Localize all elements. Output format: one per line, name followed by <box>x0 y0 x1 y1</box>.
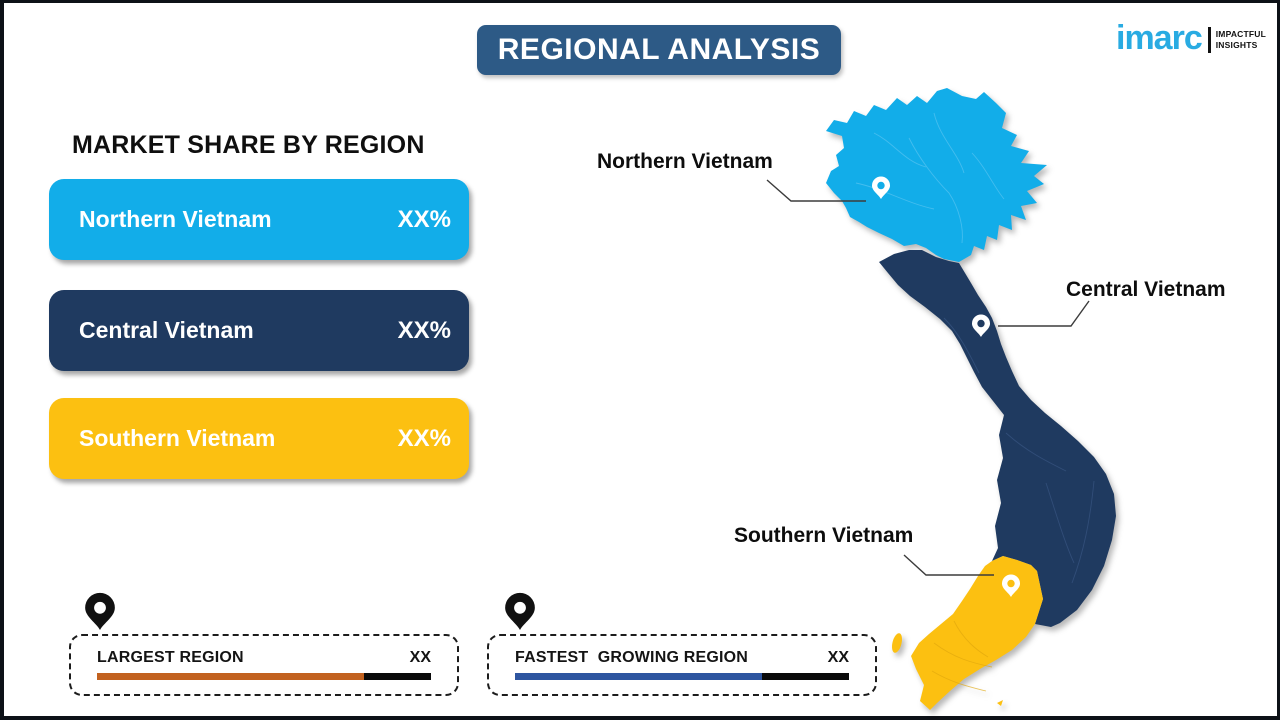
share-bar-label: Southern Vietnam <box>79 425 276 451</box>
legend-bar-fill <box>515 673 763 680</box>
legend-value: XX <box>827 649 849 666</box>
leader-line-south <box>903 554 994 576</box>
share-bar-value: XX% <box>397 205 451 233</box>
province-lines-south <box>931 620 993 692</box>
map-region-south <box>911 556 1043 710</box>
share-bar-value: XX% <box>397 316 451 344</box>
share-bar-central: Central Vietnam XX% <box>49 290 469 371</box>
map-pin-north <box>871 176 891 199</box>
province-lines-central <box>943 317 1095 584</box>
legend-bar-track <box>515 673 849 680</box>
map-label-central: Central Vietnam <box>1066 278 1226 301</box>
leader-line-central <box>998 300 1090 327</box>
legend-label: LARGEST REGION <box>97 649 244 666</box>
fastest-growing-region-box: FASTEST GROWING REGION XX <box>487 634 877 696</box>
logo-tagline-line2: INSIGHTS <box>1215 40 1258 50</box>
legend-bar-track <box>97 673 431 680</box>
legend-row: FASTEST GROWING REGION XX <box>515 649 849 667</box>
share-bar-label: Northern Vietnam <box>79 206 272 232</box>
market-share-heading: MARKET SHARE BY REGION <box>72 131 425 159</box>
fastest-growing-pin-icon <box>505 592 535 630</box>
map-island <box>892 633 902 653</box>
map-pin-south <box>1001 574 1021 597</box>
logo-divider <box>1207 27 1211 53</box>
map-label-south: Southern Vietnam <box>734 524 914 547</box>
logo-tagline-line1: IMPACTFUL <box>1215 29 1267 40</box>
legend-label: FASTEST GROWING REGION <box>515 649 749 666</box>
share-bar-northern: Northern Vietnam XX% <box>49 179 469 260</box>
map-islet <box>997 700 1003 706</box>
leader-line-north <box>766 179 866 202</box>
legend-bar-fill <box>97 673 365 680</box>
legend-value: XX <box>409 649 431 666</box>
share-bar-label: Central Vietnam <box>79 317 254 343</box>
largest-region-pin-icon <box>85 592 115 630</box>
page-title: REGIONAL ANALYSIS <box>477 25 841 75</box>
map-pin-central <box>971 314 991 337</box>
map-region-north <box>826 88 1047 262</box>
largest-region-box: LARGEST REGION XX <box>69 634 459 696</box>
province-lines-north <box>855 112 1005 244</box>
legend-row: LARGEST REGION XX <box>97 649 431 667</box>
map-region-central <box>879 250 1116 627</box>
map-label-north: Northern Vietnam <box>597 150 773 173</box>
imarc-logo: imarc IMPACTFUL INSIGHTS <box>1116 21 1266 55</box>
share-bar-southern: Southern Vietnam XX% <box>49 398 469 479</box>
share-bar-value: XX% <box>397 424 451 452</box>
imarc-logo-wordmark: imarc <box>1116 19 1203 57</box>
logo-tagline: IMPACTFUL INSIGHTS <box>1216 29 1266 50</box>
